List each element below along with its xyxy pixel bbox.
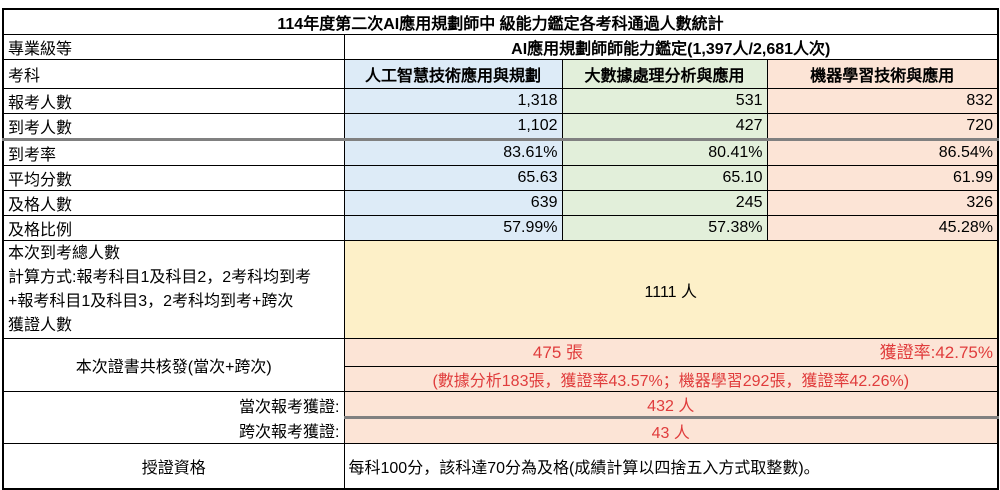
current-session-label: 當次報考獲證: [2, 391, 345, 418]
certificates-total: 475 張 [532, 343, 583, 362]
metric-label-pass-rate: 及格比例 [2, 215, 345, 241]
metric-value: 1,318 [343, 88, 563, 114]
metric-value: 531 [561, 88, 768, 114]
total-attendance-label: 本次到考總人數 計算方式:報考科目1及科目2，2考科均到考 +報考科目1及科目3… [2, 240, 345, 339]
table-row: 及格比例 57.99% 57.38% 45.28% [2, 215, 999, 241]
subject-header-ml: 機器學習技術與應用 [766, 59, 999, 89]
metric-value: 83.61% [343, 138, 563, 166]
qualification-text: 每科100分，該科達70分為及格(成績計算以四捨五入方式取整數)。 [343, 443, 999, 489]
metric-value: 65.63 [343, 165, 563, 191]
table-row: 到考率 83.61% 80.41% 86.54% [2, 138, 999, 166]
metric-value: 832 [766, 88, 999, 114]
metric-label-avg-score: 平均分數 [2, 165, 345, 191]
certificates-breakdown: (數據分析183張，獲證率43.57%；機器學習292張，獲證率42.26%) [343, 366, 999, 392]
metric-value: 427 [561, 113, 768, 140]
table-row: 本次到考總人數 計算方式:報考科目1及科目2，2考科均到考 +報考科目1及科目3… [2, 240, 999, 339]
metric-label-attendance-rate: 到考率 [2, 138, 345, 166]
metric-value: 326 [766, 190, 999, 216]
metric-value: 639 [343, 190, 563, 216]
metric-label-passed: 及格人數 [2, 190, 345, 216]
total-attendance-value: 1111 人 [343, 240, 999, 339]
table-row: 本次證書共核發(當次+跨次) 475 張 獲證率:42.75% [2, 338, 999, 392]
certificates-rate: 獲證率:42.75% [879, 343, 994, 362]
table-row: 報考人數 1,318 531 832 [2, 88, 999, 114]
table-row: (數據分析183張，獲證率43.57%；機器學習292張，獲證率42.26%) [3, 366, 999, 392]
table-title: 114年度第二次AI應用規劃師中 級能力鑑定各考科通過人數統計 [2, 8, 999, 35]
table-row: 當次報考獲證: 432 人 [2, 391, 999, 418]
level-value: AI應用規劃師師能力鑑定(1,397人/2,681人次) [343, 34, 999, 60]
subject-header-ai: 人工智慧技術應用與規劃 [343, 59, 563, 89]
metric-value: 1,102 [343, 113, 563, 140]
table-row: 平均分數 65.63 65.10 61.99 [2, 165, 999, 191]
exam-stats-table: 114年度第二次AI應用規劃師中 級能力鑑定各考科通過人數統計 專業級等 AI應… [2, 8, 1000, 490]
certificates-summary-line: 475 張 獲證率:42.75% [349, 340, 994, 366]
subjects-label: 考科 [2, 59, 345, 89]
metric-value: 57.99% [343, 215, 563, 241]
metric-value: 45.28% [766, 215, 999, 241]
cross-session-value: 43 人 [343, 416, 999, 444]
certificates-label: 本次證書共核發(當次+跨次) [2, 338, 345, 392]
current-session-value: 432 人 [343, 391, 999, 418]
metric-value: 57.38% [561, 215, 768, 241]
metric-value: 80.41% [561, 138, 768, 166]
table-row: 及格人數 639 245 326 [2, 190, 999, 216]
metric-value: 61.99 [766, 165, 999, 191]
metric-value: 720 [766, 113, 999, 140]
cross-session-label: 跨次報考獲證: [2, 417, 345, 444]
metric-value: 245 [561, 190, 768, 216]
qualification-label: 授證資格 [2, 443, 345, 489]
metric-value: 86.54% [766, 138, 999, 166]
subject-header-bigdata: 大數據處理分析與應用 [561, 59, 768, 89]
table-row: 授證資格 每科100分，該科達70分為及格(成績計算以四捨五入方式取整數)。 [2, 443, 999, 489]
level-label: 專業級等 [2, 34, 345, 60]
table-row: 跨次報考獲證: 43 人 [2, 416, 999, 444]
metric-label-registered: 報考人數 [2, 88, 345, 114]
metric-label-attended: 到考人數 [2, 113, 345, 140]
table-row: 到考人數 1,102 427 720 [2, 113, 999, 140]
metric-value: 65.10 [561, 165, 768, 191]
